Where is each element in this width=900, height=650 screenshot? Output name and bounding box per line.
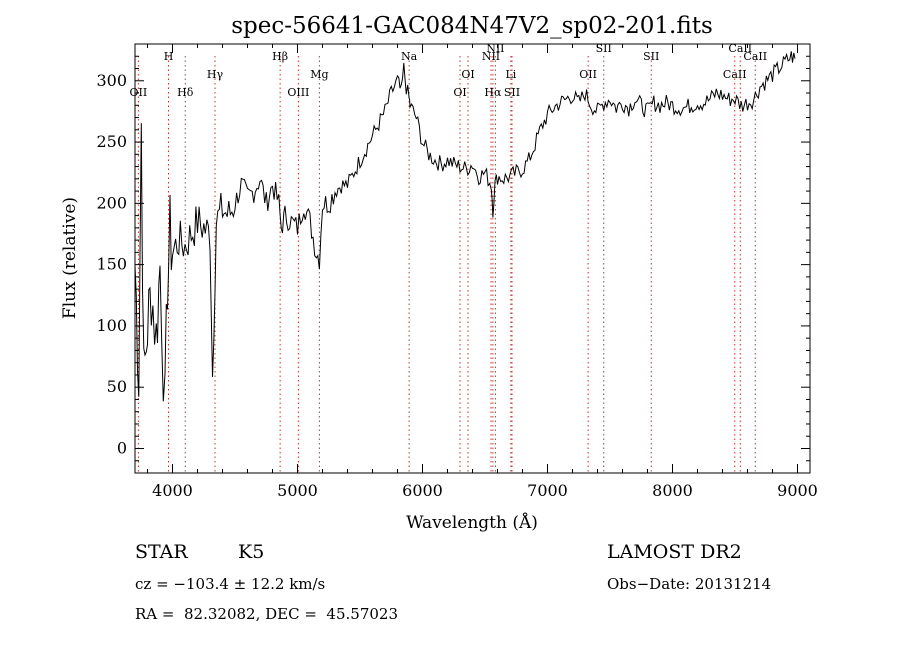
chart-title: spec-56641-GAC084N47V2_sp02-201.fits — [231, 13, 713, 39]
plot-frame — [134, 43, 811, 474]
spectral-line-label: Hγ — [207, 68, 224, 81]
spectral-line-labels: OIIHHδHγHβOIIIMgNaOIOINIIHαNIILiSIIOIISI… — [130, 42, 768, 99]
spectral-line-label: CaII — [723, 68, 747, 81]
object-subclass: K5 — [238, 541, 265, 563]
y-axis-ticks: 0 50 100 150 200 250 300 — [96, 55, 810, 462]
spectral-line-label: OII — [579, 68, 597, 81]
y-axis-label: Flux (relative) — [60, 197, 80, 319]
spectral-line-label: OII — [130, 86, 148, 99]
y-tick-label: 250 — [96, 132, 127, 151]
spectral-line-label: Mg — [310, 68, 328, 81]
survey-name: LAMOST DR2 — [607, 541, 742, 563]
spectral-line-label: Li — [505, 68, 516, 81]
spectral-line-label: SII — [504, 86, 520, 99]
spectral-line-label: Hδ — [177, 86, 194, 99]
y-tick-label: 100 — [96, 316, 127, 335]
spectral-line-label: H — [164, 50, 174, 63]
spectral-line-label: SII — [596, 42, 612, 55]
y-tick-label: 0 — [117, 438, 127, 457]
spectral-line-label: Hα — [484, 86, 502, 99]
spectral-line-label: OI — [461, 68, 474, 81]
x-tick-label: 8000 — [652, 481, 693, 500]
spectral-line-label: NII — [482, 50, 500, 63]
spectrum-line — [134, 51, 796, 402]
y-tick-label: 300 — [96, 71, 127, 90]
spectral-line-label: CaII — [728, 42, 752, 55]
y-tick-label: 200 — [96, 193, 127, 212]
spectral-line-label: OI — [453, 86, 466, 99]
spectral-line-label: Hβ — [272, 50, 288, 63]
y-tick-label: 50 — [107, 377, 127, 396]
spectral-line-label: OIII — [287, 86, 309, 99]
x-tick-label: 6000 — [402, 481, 443, 500]
x-tick-label: 4000 — [152, 481, 193, 500]
spectral-line-label: CaII — [743, 50, 767, 63]
redshift-velocity: cz = −103.4 ± 12.2 km/s — [135, 575, 326, 593]
x-tick-label: 9000 — [777, 481, 818, 500]
spectral-line-label: NII — [486, 42, 504, 55]
x-tick-label: 7000 — [527, 481, 568, 500]
x-axis-ticks: 4000 5000 6000 7000 8000 9000 — [147, 44, 818, 500]
object-type: STAR — [135, 541, 188, 563]
coordinates: RA = 82.32082, DEC = 45.57023 — [135, 605, 399, 623]
observation-date: Obs−Date: 20131214 — [607, 575, 772, 593]
spectral-line-label: Na — [401, 50, 418, 63]
y-tick-label: 150 — [96, 255, 127, 274]
spectral-line-label: SII — [643, 50, 659, 63]
x-axis-label: Wavelength (Å) — [406, 512, 538, 533]
x-tick-label: 5000 — [277, 481, 318, 500]
spectral-line-markers — [137, 56, 756, 473]
